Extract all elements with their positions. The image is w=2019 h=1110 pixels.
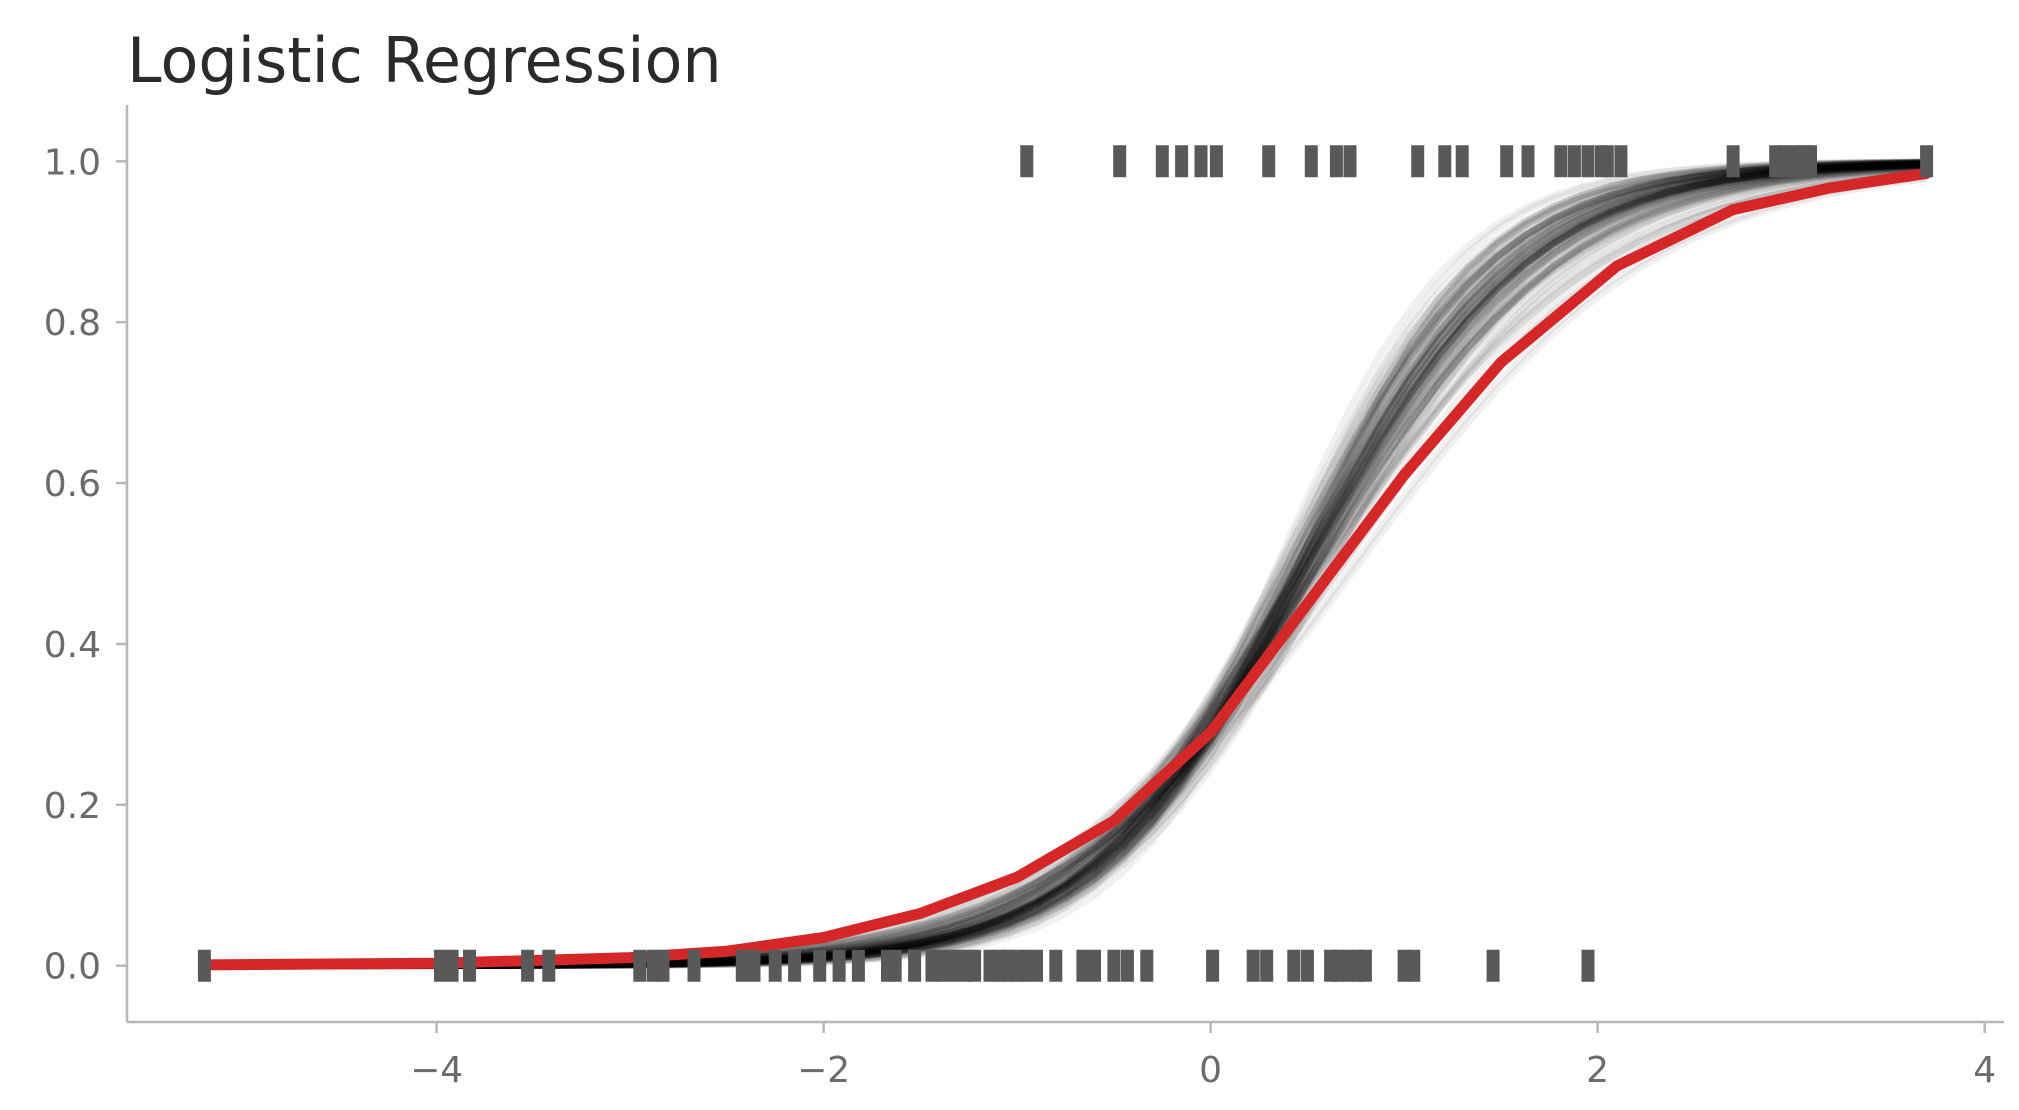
y-tick-label: 0.2 bbox=[44, 786, 101, 827]
y-tick-label: 0.4 bbox=[44, 625, 101, 666]
x-tick-label: 2 bbox=[1586, 1050, 1609, 1091]
observation-rug bbox=[197, 145, 1934, 982]
mean-curve-layer bbox=[198, 167, 1933, 971]
y-tick-label: 0.8 bbox=[44, 303, 101, 344]
y-tick-label: 1.0 bbox=[44, 142, 101, 183]
x-tick-label: 0 bbox=[1199, 1050, 1222, 1091]
y-tick-label: 0.6 bbox=[44, 464, 101, 505]
mean-probability-curve bbox=[198, 167, 1933, 971]
x-tick-label: 4 bbox=[1973, 1050, 1996, 1091]
y-tick-label: 0.0 bbox=[44, 947, 101, 988]
x-tick-label: −2 bbox=[797, 1050, 850, 1091]
x-tick-label: −4 bbox=[410, 1050, 463, 1091]
axes: −4 −2 0 2 4 0.0 0.2 0.4 0.6 0.8 1.0 bbox=[44, 105, 2004, 1091]
chart-title: Logistic Regression bbox=[127, 24, 722, 97]
